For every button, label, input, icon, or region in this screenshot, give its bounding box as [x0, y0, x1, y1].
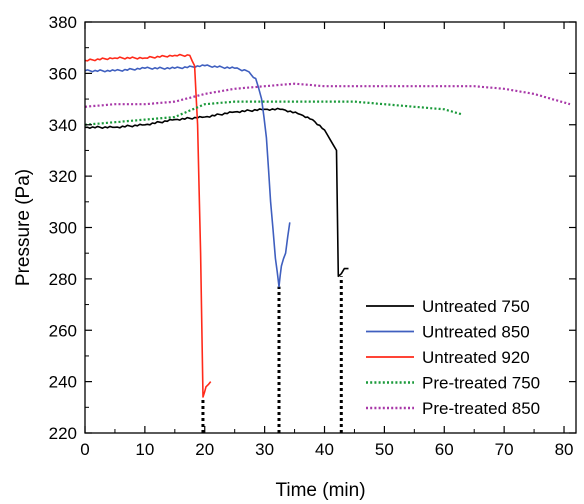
x-tick-label: 40: [315, 440, 334, 459]
x-tick-label: 30: [255, 440, 274, 459]
x-axis-title: Time (min): [275, 480, 365, 501]
plot-frame: [84, 21, 577, 434]
y-tick-label: 300: [49, 219, 77, 238]
drop-markers: [201, 276, 343, 433]
x-tick-label: 50: [375, 440, 394, 459]
x-tick-label: 70: [495, 440, 514, 459]
series-line-pre-treated-850: [84, 82, 571, 108]
axes: 0 10 20 30 40 50 60 70 80 220 240 260 280 300 320 340 36…: [13, 13, 577, 501]
legend-label: Untreated 750: [422, 297, 530, 316]
legend-label: Untreated 850: [422, 323, 530, 342]
x-tick-label: 0: [80, 440, 89, 459]
legend-label: Pre-treated 850: [422, 399, 540, 418]
series-line-untreated-920: [84, 53, 212, 398]
legend: Untreated 750 Untreated 850 Untreated 920 P…: [366, 297, 540, 418]
series-line-pre-treated-750: [84, 100, 463, 126]
y-tick-label: 320: [49, 167, 77, 186]
y-tick-label: 340: [49, 116, 77, 135]
series-line-untreated-750: [85, 107, 349, 278]
series-layer: [84, 53, 571, 398]
y-tick-label: 360: [49, 64, 77, 83]
legend-label: Pre-treated 750: [422, 374, 540, 393]
y-tick-label: 280: [49, 270, 77, 289]
legend-label: Untreated 920: [422, 348, 530, 367]
y-axis-title: Pressure (Pa): [13, 169, 34, 286]
x-tick-label: 20: [195, 440, 214, 459]
series-line-untreated-850: [84, 64, 291, 288]
x-tick-label: 10: [135, 440, 154, 459]
x-tick-label: 60: [435, 440, 454, 459]
y-tick-label: 260: [49, 321, 77, 340]
y-tick-label: 380: [49, 13, 77, 32]
y-tick-label: 240: [49, 373, 77, 392]
y-tick-label: 220: [49, 424, 77, 443]
x-tick-label: 80: [555, 440, 574, 459]
